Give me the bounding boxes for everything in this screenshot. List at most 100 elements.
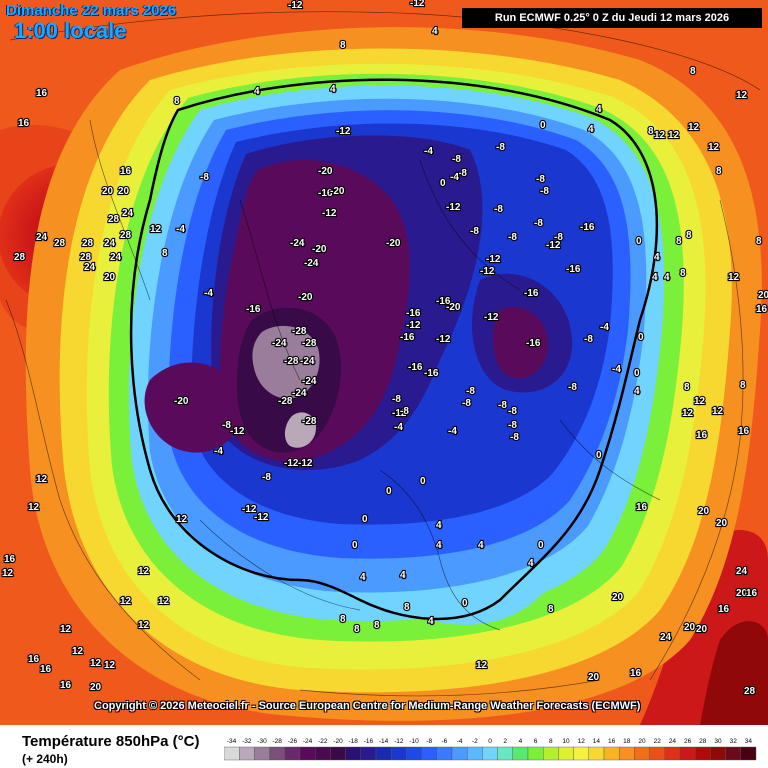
- isotherm-label: -20: [386, 238, 401, 249]
- legend-swatch: [284, 746, 301, 761]
- isotherm-label: 4: [254, 86, 260, 97]
- isotherm-label: -8: [392, 394, 401, 405]
- isotherm-label: 8: [340, 614, 346, 625]
- isotherm-label: 12: [728, 272, 740, 283]
- isotherm-label: 12: [120, 596, 132, 607]
- zero-isotherm: [129, 78, 659, 621]
- isotherm-label: -4: [450, 172, 459, 183]
- legend-swatch: [238, 746, 255, 761]
- isotherm-label: 16: [36, 88, 48, 99]
- legend-swatch: [390, 746, 407, 761]
- legend-swatch: [330, 746, 346, 761]
- isotherm-label: 12: [138, 620, 150, 631]
- isotherm-label: 16: [40, 664, 52, 675]
- legend-tick-label: -34: [227, 738, 237, 745]
- isotherm-label: 4: [652, 272, 658, 283]
- isotherm-label: 4: [596, 104, 602, 115]
- legend-tick-label: 18: [623, 738, 631, 745]
- isotherm-label: 12: [694, 396, 706, 407]
- isotherm-label: -16: [246, 304, 261, 315]
- lead-time: (+ 240h): [22, 752, 68, 766]
- legend-tick-label: -24: [303, 738, 313, 745]
- legend-swatch: [314, 746, 331, 761]
- isotherm-label: 28: [82, 238, 94, 249]
- isotherm-label: 4: [634, 386, 640, 397]
- isotherm-label: 24: [122, 208, 134, 219]
- isotherm-label: 0: [386, 486, 392, 497]
- legend-tick-label: -20: [333, 738, 343, 745]
- isotherm-label: -4: [394, 422, 403, 433]
- coldest-pool: [252, 325, 320, 399]
- legend-swatch: [451, 746, 468, 761]
- isotherm-label: 0: [440, 178, 446, 189]
- legend-swatch: [269, 746, 285, 761]
- legend-tick-label: 16: [608, 738, 616, 745]
- legend-swatch: [512, 746, 529, 761]
- isotherm-label: 12: [736, 90, 748, 101]
- isotherm-label: 8: [680, 268, 686, 279]
- legend-swatch: [421, 746, 438, 761]
- isotherm-label: -20: [174, 396, 189, 407]
- isotherm-label: -28: [302, 416, 317, 427]
- isotherm-label: -8: [496, 142, 505, 153]
- isotherm-label: -12: [480, 266, 495, 277]
- isotherm-label: 4: [588, 124, 594, 135]
- isotherm-label: -12: [484, 312, 499, 323]
- isotherm-label: -8: [498, 400, 507, 411]
- legend-footer: Température 850hPa (°C) (+ 240h) -34 -32-…: [0, 725, 768, 768]
- isotherm-label: -8: [400, 406, 409, 417]
- copyright-notice: Copyright © 2026 Meteociel.fr - Source E…: [94, 700, 641, 712]
- isotherm-label: 12: [72, 646, 84, 657]
- isotherm-label: 12: [60, 624, 72, 635]
- isotherm-label: -12: [406, 320, 421, 331]
- isotherm-label: 20: [758, 290, 768, 301]
- isotherm-label: -12: [322, 208, 337, 219]
- temperature-map: 16 16 16 20 20 24 28 24 28 28 24 28 28 24 28 20 24 12 8 8 4 4…: [0, 0, 768, 725]
- purple-lobe-arm: [144, 362, 242, 453]
- legend-tick-label: 22: [654, 738, 662, 745]
- isotherm-label: 12: [708, 142, 720, 153]
- legend-tick-label: 6: [534, 738, 538, 745]
- legend-tick-label: 8: [549, 738, 553, 745]
- isotherm-label: 12: [682, 408, 694, 419]
- isotherm-label: -16: [424, 368, 439, 379]
- isotherm-label: -12: [392, 408, 407, 419]
- forecast-date: Dimanche 22 mars 2026: [6, 2, 177, 19]
- isotherm-label: -8: [554, 232, 563, 243]
- isotherm-label: -8: [584, 334, 593, 345]
- legend-swatch: [740, 746, 757, 761]
- isotherm-label: 8: [690, 66, 696, 77]
- legend-tick-label: -18: [348, 738, 358, 745]
- isotherm-label: 28: [744, 686, 756, 697]
- legend-tick-label: 20: [638, 738, 646, 745]
- isotherm-label: -24: [272, 338, 287, 349]
- isotherm-label: 4: [654, 252, 660, 263]
- isotherm-label: -8: [200, 172, 209, 183]
- isotherm-label: -4: [600, 322, 609, 333]
- isotherm-label: -20: [312, 244, 327, 255]
- isotherm-label: 24: [104, 238, 116, 249]
- isotherm-label: 8: [404, 602, 410, 613]
- isotherm-label: 4: [436, 540, 442, 551]
- coldest-pool-south: [284, 412, 316, 448]
- legend-tick-label: 0: [488, 738, 492, 745]
- isotherm-label: -8: [510, 432, 519, 443]
- isotherm-label: -8: [458, 168, 467, 179]
- legend-swatch: [619, 746, 635, 761]
- isotherm-label: 8: [174, 96, 180, 107]
- isotherm-label: -8: [508, 420, 517, 431]
- isotherm-label: 24: [110, 252, 122, 263]
- isotherm-label: 0: [540, 120, 546, 131]
- isotherm-label: -24: [304, 258, 319, 269]
- legend-tick-label: -32: [242, 738, 252, 745]
- legend-swatch: [558, 746, 574, 761]
- isotherm-label: 20: [588, 672, 600, 683]
- isotherm-label: 0: [634, 368, 640, 379]
- isotherm-label: -20: [446, 302, 461, 313]
- isotherm-label: -12: [436, 334, 451, 345]
- isotherm-label: 20: [102, 186, 114, 197]
- isotherm-label: 12: [688, 122, 700, 133]
- legend-swatch: [497, 746, 514, 761]
- legend-swatch: [588, 746, 605, 761]
